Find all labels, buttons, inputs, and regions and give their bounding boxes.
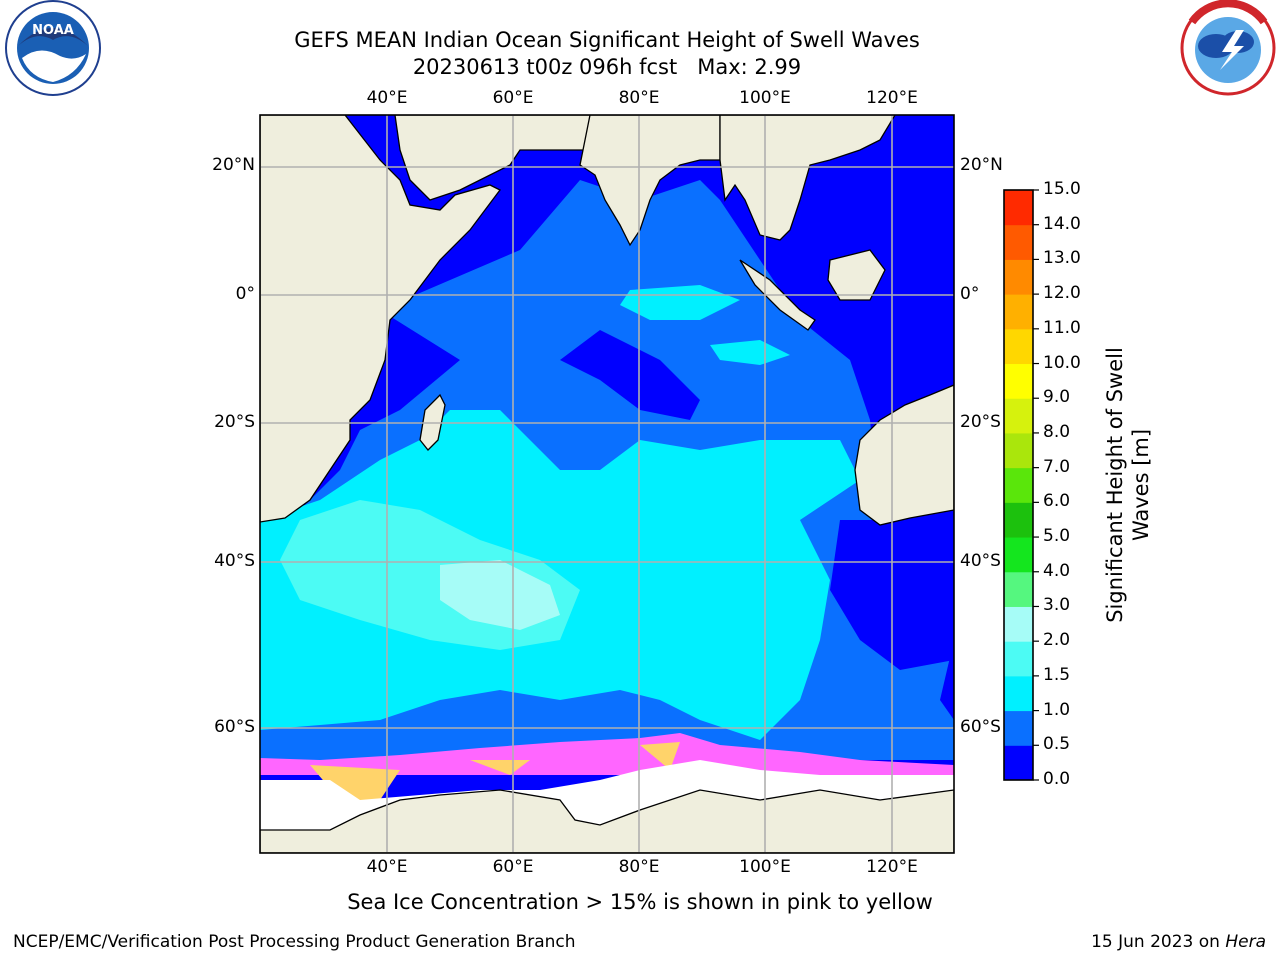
- colorbar-segment: [1004, 641, 1033, 677]
- colorbar-tick-label: 13.0: [1043, 248, 1081, 269]
- lat-tick-left-60s: 60°S: [214, 717, 255, 737]
- land-southeast-asia: [719, 115, 896, 241]
- map-subtitle: 20230613 t00z 096h fcst Max: 2.99: [412, 55, 802, 79]
- colorbar-tick-label: 6.0: [1043, 491, 1071, 512]
- colorbar-tick-label: 14.0: [1043, 213, 1081, 234]
- colorbar-tick-label: 4.0: [1043, 560, 1071, 581]
- colorbar-tick-label: 0.0: [1043, 769, 1071, 789]
- footer-credit: NCEP/EMC/Verification Post Processing Pr…: [13, 932, 576, 952]
- colorbar-tick-label: 7.0: [1043, 456, 1071, 477]
- noaa-logo: NOAA: [5, 0, 101, 96]
- colorbar-tick-label: 9.0: [1043, 387, 1071, 408]
- colorbar: [1003, 189, 1039, 781]
- colorbar-segment: [1004, 259, 1033, 295]
- colorbar-title-line1: Significant Height of Swell: [1103, 347, 1127, 623]
- colorbar-title-line2: Waves [m]: [1129, 428, 1153, 542]
- colorbar-tick-label: 1.0: [1043, 699, 1071, 720]
- lat-tick-right-60s: 60°S: [960, 717, 1001, 737]
- noaa-logo-wordmark: NOAA: [32, 23, 74, 38]
- map-grid: [260, 115, 954, 853]
- lon-tick-top-40e: 40°E: [366, 88, 408, 108]
- colorbar-segment: [1004, 294, 1033, 330]
- lat-tick-right-20n: 20°N: [960, 155, 1003, 175]
- footer-date: 15 Jun 2023 on Hera: [1091, 932, 1266, 952]
- colorbar-title: Significant Height of Swell Waves [m]: [1102, 347, 1154, 623]
- colorbar-segment: [1004, 224, 1033, 260]
- land-borneo: [827, 249, 886, 301]
- land-antarctica: [260, 789, 954, 853]
- colorbar-segment: [1004, 363, 1033, 399]
- sea-ice-strip: [260, 733, 954, 775]
- colorbar-segment: [1004, 710, 1033, 746]
- colorbar-segment: [1004, 745, 1033, 781]
- colorbar-segment: [1004, 328, 1033, 365]
- colorbar-tick-label: 8.0: [1043, 421, 1071, 442]
- lat-tick-left-20s: 20°S: [214, 412, 255, 432]
- map-title: GEFS MEAN Indian Ocean Significant Heigh…: [294, 28, 920, 52]
- lat-tick-right-20s: 20°S: [960, 412, 1001, 432]
- lat-tick-right-40s: 40°S: [960, 551, 1001, 571]
- lon-tick-top-60e: 60°E: [492, 88, 534, 108]
- colorbar-tick-label: 15.0: [1043, 179, 1081, 199]
- swell-band-equatorial-patch-2: [710, 340, 790, 365]
- colorbar-tick-label: 12.0: [1043, 283, 1081, 304]
- colorbar-segment: [1004, 537, 1033, 573]
- footer-host: Hera: [1225, 932, 1266, 952]
- land-india: [579, 115, 721, 247]
- lon-tick-top-120e: 120°E: [866, 88, 918, 108]
- lon-tick-bottom-120e: 120°E: [866, 857, 918, 877]
- sea-ice-note: Sea Ice Concentration > 15% is shown in …: [347, 890, 933, 914]
- lat-tick-left-0: 0°: [235, 284, 255, 304]
- colorbar-tick-label: 1.5: [1043, 664, 1071, 685]
- colorbar-segment: [1004, 606, 1033, 642]
- lon-tick-bottom-60e: 60°E: [492, 857, 534, 877]
- land-africa: [260, 115, 501, 523]
- swell-band-2-0-3-0: [440, 560, 560, 630]
- colorbar-segment: [1004, 502, 1033, 538]
- colorbar-tick-label: 11.0: [1043, 317, 1081, 338]
- lat-tick-left-40s: 40°S: [214, 551, 255, 571]
- land-australia: [854, 384, 954, 526]
- nws-logo: [1180, 0, 1276, 96]
- swell-band-equatorial-patch: [620, 285, 740, 320]
- lat-tick-left-20n: 20°N: [212, 155, 255, 175]
- colorbar-segment: [1004, 467, 1033, 503]
- lon-tick-bottom-80e: 80°E: [618, 857, 660, 877]
- colorbar-segment: [1004, 432, 1033, 469]
- colorbar-segment: [1004, 675, 1033, 712]
- colorbar-segment: [1004, 190, 1033, 226]
- lon-tick-bottom-40e: 40°E: [366, 857, 408, 877]
- colorbar-segment: [1004, 398, 1033, 434]
- lon-tick-top-100e: 100°E: [739, 88, 791, 108]
- lon-tick-bottom-100e: 100°E: [739, 857, 791, 877]
- colorbar-tick-label: 0.5: [1043, 734, 1071, 755]
- map-frame: [259, 114, 955, 854]
- lat-tick-right-0: 0°: [960, 284, 980, 304]
- swell-band-low-pocket: [560, 330, 700, 420]
- colorbar-tick-label: 10.0: [1043, 352, 1081, 373]
- lon-tick-top-80e: 80°E: [618, 88, 660, 108]
- colorbar-tick-label: 3.0: [1043, 595, 1071, 616]
- footer-date-text: 15 Jun 2023 on: [1091, 932, 1226, 952]
- map-layers: [260, 115, 954, 853]
- colorbar-tick-label: 5.0: [1043, 526, 1071, 547]
- colorbar-tick-label: 2.0: [1043, 630, 1071, 651]
- colorbar-segment: [1004, 571, 1033, 607]
- colorbar-frame: [1003, 189, 1034, 781]
